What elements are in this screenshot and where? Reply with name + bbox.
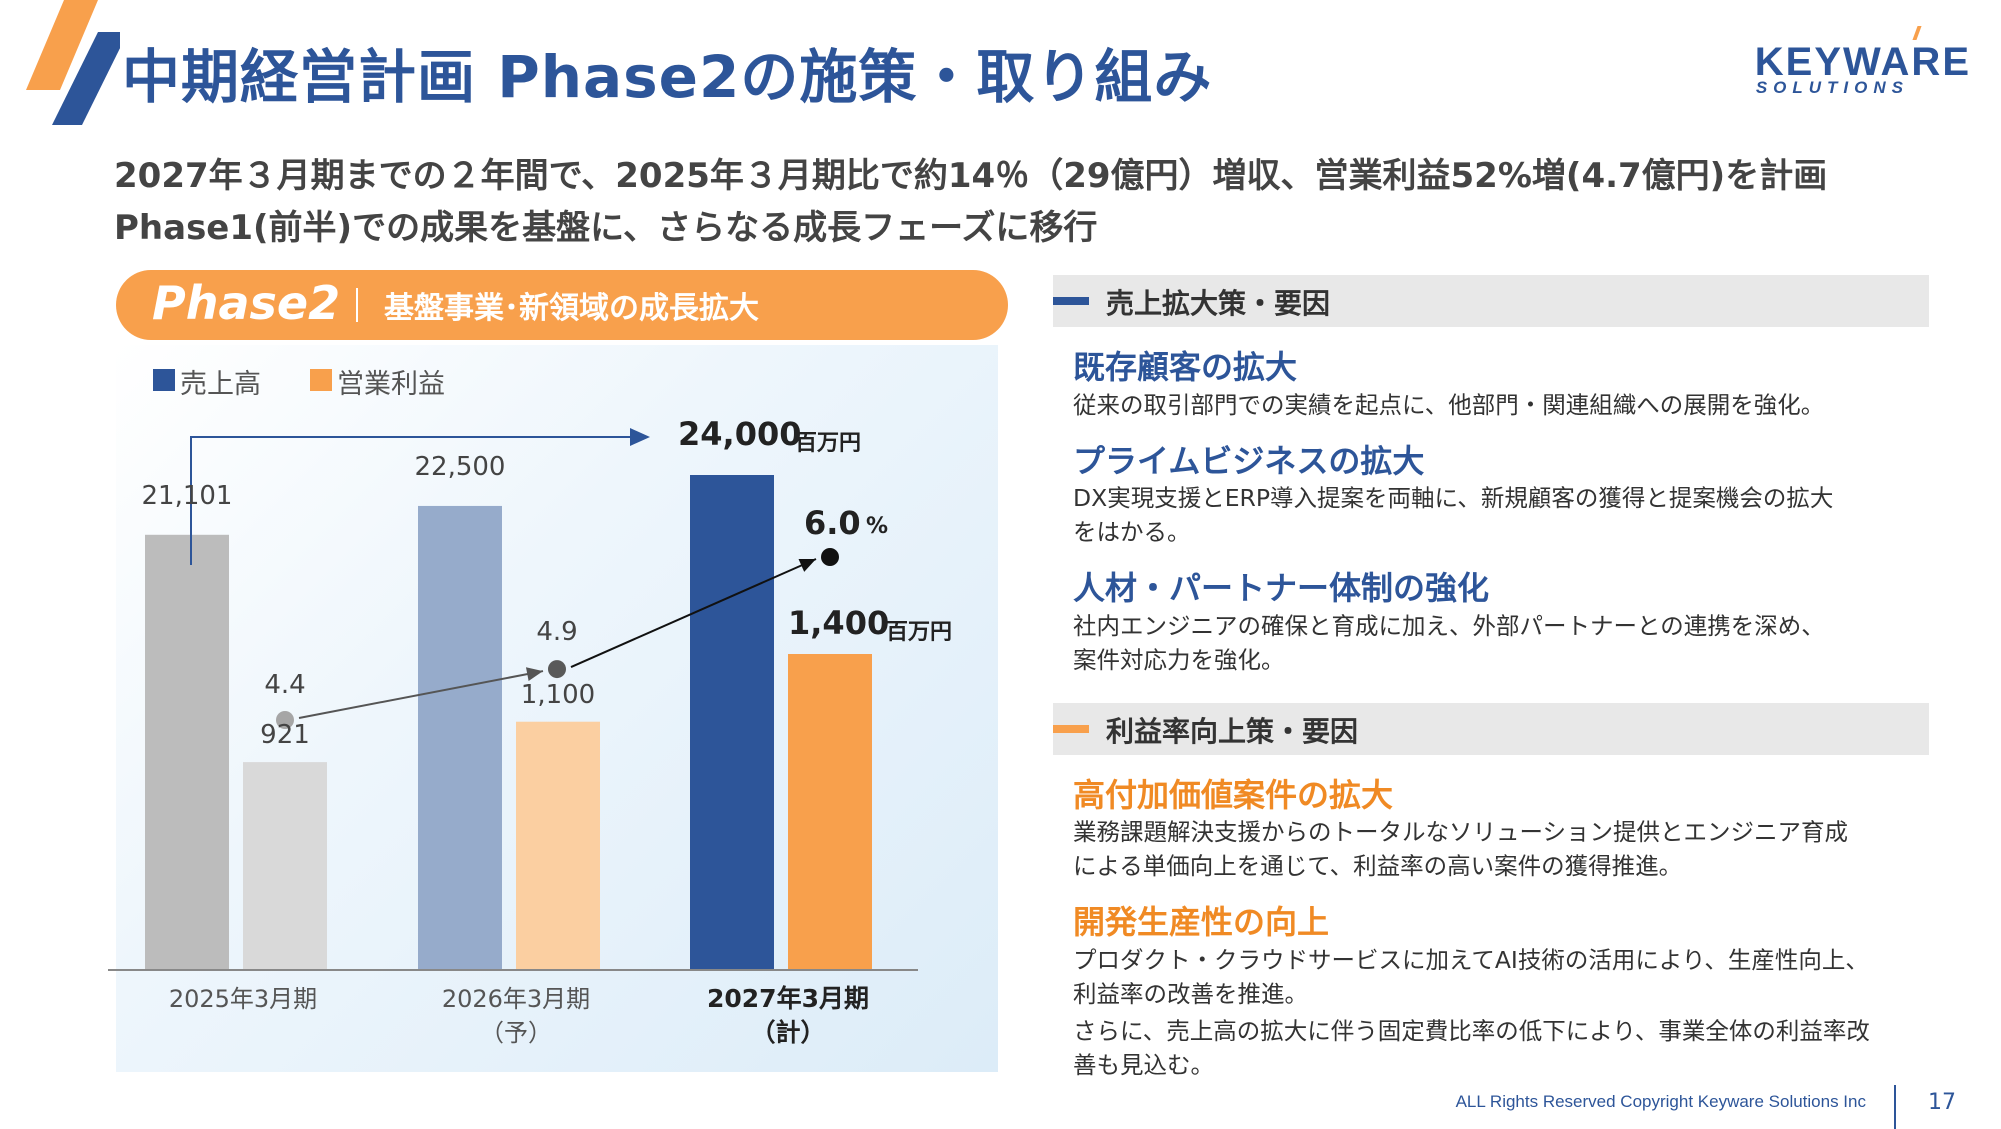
item-text-line: 案件対応力を強化。 <box>1073 646 1285 674</box>
profit-bar-2025 <box>243 762 327 970</box>
profit-unit-2027: 百万円 <box>886 620 953 645</box>
item-text-line: 利益率の改善を推進。 <box>1073 980 1308 1008</box>
item-title-productivity: 開発生産性の向上 <box>1073 903 1330 941</box>
item-text-talent-partners: 社内エンジニアの確保と育成に加え、外部パートナーとの連携を深め、 案件対応力を強… <box>1073 609 1933 677</box>
profit-bar-2027 <box>788 654 872 970</box>
phase-divider <box>356 288 358 322</box>
x-tick-label-line: （予） <box>480 1019 552 1047</box>
revenue-label-2027: 24,000 <box>678 415 802 453</box>
company-logo-sub: SOLUTIONS <box>1755 78 1909 97</box>
item-text-productivity: プロダクト・クラウドサービスに加えてAI技術の活用により、生産性向上、 利益率の… <box>1073 943 1933 1082</box>
header-accent-stripe <box>26 0 120 125</box>
item-text-existing-customers: 従来の取引部門での実績を起点に、他部門・関連組織への展開を強化。 <box>1073 388 1933 422</box>
revenue-label-2026: 22,500 <box>414 451 506 482</box>
item-text-line: プロダクト・クラウドサービスに加えてAI技術の活用により、生産性向上、 <box>1073 946 1869 974</box>
section-marker-sales <box>1053 297 1089 305</box>
legend-label-revenue: 売上高 <box>180 369 261 400</box>
margin-point-2026 <box>548 660 566 679</box>
item-text-line: さらに、売上高の拡大に伴う固定費比率の低下により、事業全体の利益率改 <box>1073 1017 1870 1045</box>
margin-point-2025 <box>276 711 294 729</box>
item-title-prime-business: プライムビジネスの拡大 <box>1073 442 1425 480</box>
profit-bar-2026 <box>516 721 600 970</box>
revenue-bar-2027 <box>690 475 774 970</box>
company-logo: KEYWARE <box>1754 40 1971 84</box>
section-header-profit <box>1053 703 1929 755</box>
subtitle-line-1: 2027年３月期までの２年間で、2025年３月期比で約14％（29億円）増収、営… <box>114 156 1828 196</box>
phase-label: Phase2 <box>152 276 341 330</box>
page-title: 中期経営計画 Phase2の施策・取り組み <box>122 43 1213 111</box>
x-tick-label-2025: 2025年3月期 <box>133 982 353 1016</box>
section-marker-profit <box>1053 725 1089 733</box>
item-text-line: をはかる。 <box>1073 518 1191 546</box>
x-tick-label-line: 2026年3月期 <box>441 985 591 1013</box>
item-text-prime-business: DX実現支援とERP導入提案を両軸に、新規顧客の獲得と提案機会の拡大 をはかる。 <box>1073 481 1933 549</box>
revenue-label-2025: 21,101 <box>141 480 233 511</box>
item-text-line: 業務課題解決支援からのトータルなソリューション提供とエンジニア育成 <box>1073 818 1849 846</box>
section-header-sales <box>1053 275 1929 327</box>
item-title-existing-customers: 既存顧客の拡大 <box>1073 348 1298 386</box>
logo-accent-mark <box>1912 26 1922 40</box>
subtitle-line-2: Phase1(前半)での成果を基盤に、さらなる成長フェーズに移行 <box>114 208 1098 248</box>
margin-label-2027: 6.0 <box>804 504 861 542</box>
item-title-high-value: 高付加価値案件の拡大 <box>1073 776 1394 814</box>
margin-arrowhead <box>798 559 816 572</box>
page-number: 17 <box>1928 1090 1956 1115</box>
profit-label-2025: 921 <box>260 720 310 750</box>
x-tick-label-line: （計） <box>750 1018 826 1047</box>
margin-label-2025: 4.4 <box>264 670 306 700</box>
x-tick-label-line: 2027年3月期 <box>707 984 869 1013</box>
legend-swatch-revenue <box>153 369 175 391</box>
item-text-line: DX実現支援とERP導入提案を両軸に、新規顧客の獲得と提案機会の拡大 <box>1073 484 1834 512</box>
revenue-unit-2027: 百万円 <box>795 431 862 456</box>
x-tick-label-line: 2025年3月期 <box>168 985 318 1013</box>
item-text-high-value: 業務課題解決支援からのトータルなソリューション提供とエンジニア育成 による単価向… <box>1073 815 1933 883</box>
legend-label-profit: 営業利益 <box>337 369 445 400</box>
item-text-line: 従来の取引部門での実績を起点に、他部門・関連組織への展開を強化。 <box>1073 391 1825 419</box>
x-tick-label-2026: 2026年3月期 （予） <box>406 982 626 1050</box>
profit-label-2026: 1,100 <box>520 680 596 710</box>
phase-description: 基盤事業･新領域の成長拡大 <box>384 291 759 326</box>
margin-label-2026: 4.9 <box>536 617 578 647</box>
revenue-bar-2025 <box>145 534 229 970</box>
copyright-text: ALL Rights Reserved Copyright Keyware So… <box>1455 1092 1866 1111</box>
section-title-profit: 利益率向上策・要因 <box>1106 715 1359 748</box>
bar-chart <box>108 428 918 971</box>
margin-arrowhead <box>525 667 543 681</box>
legend-swatch-profit <box>310 369 332 391</box>
footer-divider <box>1894 1085 1896 1129</box>
item-text-line: 社内エンジニアの確保と育成に加え、外部パートナーとの連携を深め、 <box>1073 612 1825 640</box>
profit-label-2027: 1,400 <box>788 604 890 642</box>
item-text-line: 善も見込む。 <box>1073 1051 1214 1079</box>
section-title-sales: 売上拡大策・要因 <box>1106 287 1331 320</box>
phase-banner <box>116 270 1008 340</box>
x-tick-label-2027: 2027年3月期 （計） <box>678 982 898 1050</box>
growth-arrow <box>190 436 630 565</box>
margin-unit-2027: % <box>866 514 889 539</box>
growth-arrowhead <box>630 428 650 446</box>
margin-line-segment <box>570 558 817 668</box>
margin-point-2027 <box>821 548 839 566</box>
margin-line-segment <box>298 670 544 719</box>
revenue-bar-2026 <box>418 505 502 970</box>
item-title-talent-partners: 人材・パートナー体制の強化 <box>1073 569 1490 607</box>
item-text-line: による単価向上を通じて、利益率の高い案件の獲得推進。 <box>1073 852 1683 880</box>
